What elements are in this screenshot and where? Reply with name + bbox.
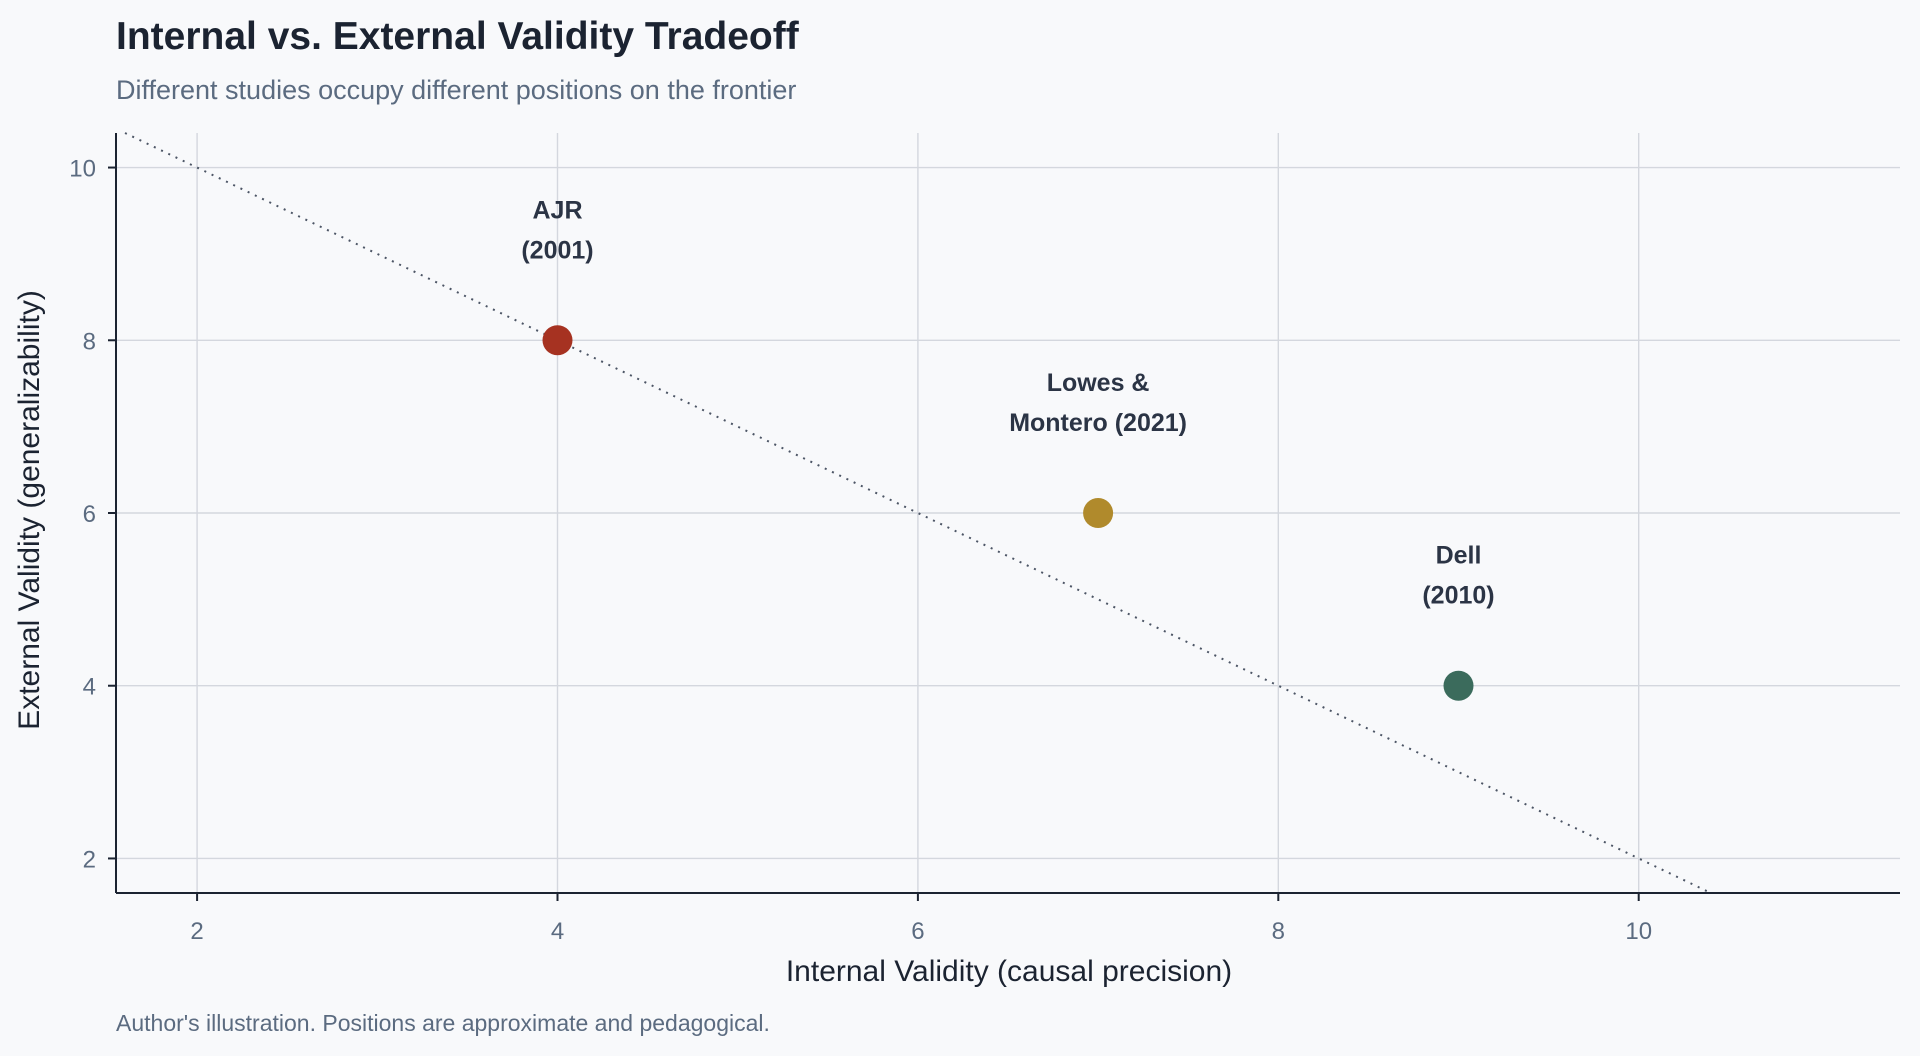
y-tick-label-0: 2 (83, 846, 96, 873)
data-point-2 (1443, 670, 1474, 701)
x-tick-label-0: 2 (190, 918, 203, 945)
y-tick-label-2: 6 (83, 501, 96, 528)
x-axis-label: Internal Validity (causal precision) (786, 955, 1232, 988)
point-label-line: Lowes & (1047, 369, 1150, 397)
y-tick-label-1: 4 (83, 674, 96, 701)
y-tick-label-4: 10 (69, 156, 96, 183)
point-labels: AJR (2001) Lowes & Montero (2021) Dell (2010) (521, 196, 1494, 609)
y-tick-label-3: 8 (83, 328, 96, 355)
x-tick-label-2: 6 (911, 918, 924, 945)
chart-title: Internal vs. External Validity Tradeoff (116, 15, 800, 58)
frontier (124, 132, 1712, 894)
point-label-0: AJR (2001) (521, 196, 593, 264)
x-tick-label-4: 10 (1625, 918, 1652, 945)
point-label-line: AJR (532, 196, 582, 224)
data-point-1 (1083, 498, 1114, 528)
ticks: 2 4 6 8 10 2 4 6 8 10 (69, 156, 1652, 945)
chart-subtitle: Different studies occupy different posit… (116, 75, 796, 105)
x-tick-label-3: 8 (1272, 918, 1285, 945)
frontier-line (124, 132, 1712, 894)
chart-caption: Author's illustration. Positions are app… (116, 1010, 770, 1036)
point-label-1: Lowes & Montero (2021) (1009, 369, 1187, 437)
grid (116, 133, 1900, 893)
x-tick-label-1: 4 (551, 918, 564, 945)
point-label-line: Dell (1436, 542, 1482, 570)
y-axis-label: External Validity (generalizability) (13, 290, 46, 730)
point-label-line: (2010) (1422, 582, 1494, 610)
data-point-0 (542, 325, 573, 356)
point-label-line: Montero (2021) (1009, 409, 1187, 437)
point-label-2: Dell (2010) (1422, 542, 1494, 610)
point-label-line: (2001) (521, 236, 593, 264)
data-points (542, 325, 1474, 701)
